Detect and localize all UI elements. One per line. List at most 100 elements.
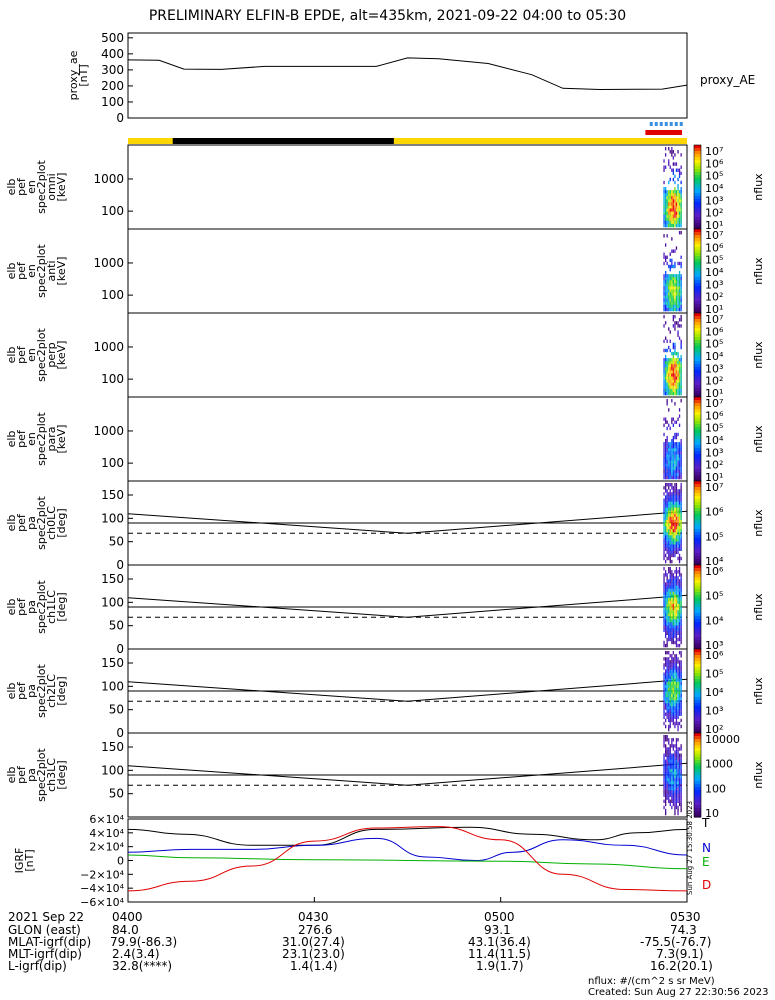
spec_omni-colorbar-color-step bbox=[694, 187, 701, 191]
spec_perp-heatmap-cell bbox=[674, 376, 676, 380]
spec_omni-ytick-label: 100 bbox=[101, 204, 124, 218]
pa_ch3-colorbar-color-step bbox=[694, 748, 701, 752]
pa_ch0-heatmap-cell bbox=[680, 541, 682, 545]
pa_ch1-heatmap-cell bbox=[669, 594, 671, 599]
pa_ch1-heatmap-cell bbox=[674, 585, 676, 589]
spec_para-heatmap-cell bbox=[672, 457, 674, 461]
spec_para-heatmap-cell bbox=[678, 469, 681, 474]
spec_para-heatmap-cell bbox=[672, 454, 674, 458]
spec_perp-colorbar-tick: 10² bbox=[705, 375, 723, 388]
pa_ch1-ylabel-line: pef bbox=[15, 597, 28, 616]
spec_perp-heatmap-cell bbox=[665, 358, 667, 362]
pa_ch3-heatmap-cell bbox=[677, 762, 679, 767]
pa_ch1-heatmap-cell bbox=[668, 637, 670, 642]
pa_ch0-heatmap-cell bbox=[680, 501, 682, 505]
spec_omni-heatmap-cell bbox=[677, 211, 679, 215]
spec_perp-heatmap-cell bbox=[677, 361, 679, 365]
pa_ch2-heatmap-cell bbox=[674, 724, 676, 729]
pa_ch3-heatmap-cell bbox=[665, 738, 667, 742]
pa_ch2-heatmap-cell bbox=[677, 657, 679, 661]
pa_ch2-heatmap-cell bbox=[677, 691, 679, 695]
pa_ch2-heatmap-cell bbox=[672, 666, 674, 670]
spec_perp-heatmap-cell bbox=[672, 376, 674, 380]
pa_ch2-heatmap-cell bbox=[672, 669, 674, 673]
pa_ch0-colorbar-color-step bbox=[694, 511, 701, 515]
pa_ch2-heatmap-cell bbox=[680, 651, 682, 655]
pa_ch1-heatmap-cell bbox=[678, 625, 681, 629]
spec_para-colorbar-color-step bbox=[694, 463, 701, 467]
spec_perp-colorbar-color-step bbox=[694, 346, 701, 350]
pa_ch1-heatmap-cell bbox=[674, 591, 676, 595]
proxy-ae-right-label: proxy_AE bbox=[700, 73, 755, 87]
pa_ch1-heatmap-cell bbox=[663, 610, 665, 614]
spec_perp-colorbar-color-step bbox=[694, 355, 701, 359]
spec_omni-heatmap-cell bbox=[678, 217, 681, 222]
spec_anti-colorbar-color-step bbox=[694, 298, 701, 302]
spec_omni-heatmap-cell bbox=[663, 168, 665, 172]
spec_omni-colorbar-color-step bbox=[694, 193, 701, 197]
pa_ch0-heatmap-cell bbox=[671, 532, 673, 536]
pa_ch0-heatmap-cell bbox=[677, 523, 679, 527]
spec_perp-heatmap-cell bbox=[666, 379, 668, 383]
spec_perp-colorbar-color-step bbox=[694, 316, 701, 320]
spec_perp-heatmap-cell bbox=[675, 367, 678, 371]
spec_para-heatmap-cell bbox=[672, 472, 674, 477]
spec_omni-heatmap-cell bbox=[672, 199, 674, 203]
pa_ch3-ylabel-line: pa bbox=[25, 768, 38, 782]
spec_omni-heatmap-cell bbox=[669, 196, 671, 200]
spec_perp-heatmap-cell bbox=[666, 339, 668, 343]
pa_ch3-heatmap-cell bbox=[674, 781, 676, 785]
spec_anti-heatmap-cell bbox=[665, 298, 667, 303]
pa_ch2-heatmap-cell bbox=[678, 712, 681, 716]
spec_anti-ytick-label: 1000 bbox=[93, 256, 124, 270]
spec_para-heatmap-cell bbox=[680, 399, 682, 403]
spec_para-heatmap-cell bbox=[668, 469, 670, 474]
lval-2: 1.9(1.7) bbox=[476, 959, 524, 973]
spec_para-heatmap-cell bbox=[669, 469, 671, 474]
spec_perp-heatmap-cell bbox=[675, 388, 678, 393]
spec_perp-heatmap-cell bbox=[668, 367, 670, 371]
spec_anti-heatmap-cell bbox=[674, 280, 676, 284]
pa_ch0-heatmap-cell bbox=[666, 501, 668, 505]
pa_ch1-heatmap-cell bbox=[663, 576, 665, 580]
pa_ch2-heatmap-cell bbox=[675, 663, 678, 667]
spec_omni-heatmap-cell bbox=[668, 162, 670, 166]
pa_ch1-heatmap-cell bbox=[668, 628, 670, 632]
pa_ch1-heatmap-cell bbox=[674, 616, 676, 620]
spec_perp-heatmap-cell bbox=[663, 370, 665, 374]
pa_ch0-heatmap-cell bbox=[665, 535, 667, 539]
pa_ch2-heatmap-cell bbox=[666, 660, 668, 664]
spec_perp-heatmap-cell bbox=[678, 361, 681, 365]
pa_ch3-heatmap-cell bbox=[672, 744, 674, 748]
spec_para-heatmap-cell bbox=[677, 442, 679, 446]
spec_perp-colorbar-tick: 10¹ bbox=[705, 387, 723, 400]
pa_ch3-heatmap-cell bbox=[678, 765, 681, 770]
spec_anti-colorbar-color-step bbox=[694, 304, 701, 308]
pa_ch2-heatmap-cell bbox=[675, 697, 678, 701]
spec_perp-heatmap-cell bbox=[663, 367, 665, 371]
pa_ch2-heatmap-cell bbox=[678, 709, 681, 713]
pa_ch0-heatmap-cell bbox=[678, 529, 681, 533]
pa_ch2-heatmap-cell bbox=[663, 687, 665, 692]
pa_ch0-heatmap-cell bbox=[668, 483, 670, 487]
pa_ch1-heatmap-cell bbox=[665, 573, 667, 577]
spec_para-heatmap-cell bbox=[668, 423, 670, 427]
pa_ch3-heatmap-cell bbox=[675, 805, 678, 810]
pa_ch3-heatmap-cell bbox=[668, 790, 670, 794]
pa_ch3-heatmap-cell bbox=[677, 793, 679, 797]
pa_ch2-heatmap-cell bbox=[678, 703, 681, 707]
pa_ch0-heatmap-cell bbox=[666, 535, 668, 539]
pa_ch0-heatmap-cell bbox=[675, 538, 678, 542]
pa_ch3-ylabel-line: ch3LC bbox=[45, 758, 58, 792]
spec_para-heatmap-cell bbox=[680, 469, 682, 474]
pa_ch3-heatmap-cell bbox=[671, 799, 673, 803]
pa_ch0-heatmap-cell bbox=[680, 535, 682, 539]
pa_ch1-heatmap-cell bbox=[669, 610, 671, 614]
spec_omni-colorbar-color-step bbox=[694, 223, 701, 227]
pa_ch1-heatmap-cell bbox=[665, 622, 667, 626]
spec_perp-heatmap-cell bbox=[674, 388, 676, 393]
spec_omni-heatmap-cell bbox=[675, 208, 678, 212]
glon-2: 93.1 bbox=[484, 923, 511, 937]
spec_anti-heatmap-cell bbox=[668, 301, 670, 306]
pa_ch0-heatmap-cell bbox=[663, 547, 665, 551]
